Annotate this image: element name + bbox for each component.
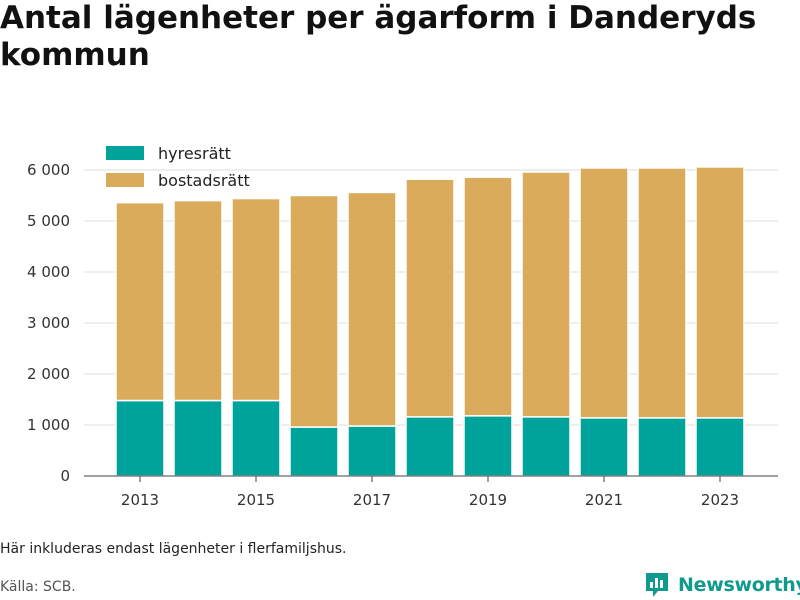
source-note: Källa: SCB. — [0, 579, 76, 595]
legend-label-hyresratt: hyresrätt — [158, 144, 231, 163]
bar-bostadsratt-2021 — [579, 167, 629, 419]
bar-hyresratt-2022 — [637, 417, 687, 477]
bar-bostadsratt-2019 — [463, 176, 513, 417]
x-tick-label: 2013 — [121, 491, 159, 509]
x-tick-label: 2015 — [237, 491, 275, 509]
legend-swatch-bostadsratt — [106, 173, 144, 187]
newsworthy-icon — [646, 573, 668, 597]
y-tick-label: 2 000 — [27, 365, 70, 383]
bar-hyresratt-2020 — [521, 416, 571, 477]
bars — [115, 166, 745, 477]
bar-hyresratt-2016 — [289, 426, 339, 477]
legend-label-bostadsratt: bostadsrätt — [158, 171, 250, 190]
y-tick-label: 0 — [60, 467, 70, 485]
bar-hyresratt-2017 — [347, 425, 397, 477]
y-tick-label: 4 000 — [27, 263, 70, 281]
newsworthy-logo: Newsworthy — [644, 570, 800, 600]
stacked-bar-chart: 0 1 000 2 000 3 000 4 000 5 000 6 000 2013 2015 2… — [27, 144, 778, 509]
chart-title: Antal lägenheter per ägarform i Danderyd… — [0, 0, 757, 73]
legend: hyresrätt bostadsrätt — [106, 144, 250, 190]
bar-hyresratt-2021 — [579, 417, 629, 477]
bar-bostadsratt-2022 — [637, 167, 687, 419]
bar-bostadsratt-2016 — [289, 194, 339, 428]
bar-bostadsratt-2015 — [231, 197, 281, 402]
bar-hyresratt-2023 — [695, 417, 745, 477]
x-tick-label: 2023 — [701, 491, 739, 509]
axes: 0 1 000 2 000 3 000 4 000 5 000 6 000 2013 2015 2… — [27, 161, 778, 509]
y-tick-label: 5 000 — [27, 212, 70, 230]
bar-bostadsratt-2014 — [173, 199, 223, 402]
bar-bostadsratt-2020 — [521, 171, 571, 418]
bar-bostadsratt-2023 — [695, 166, 745, 419]
bar-hyresratt-2015 — [231, 399, 281, 477]
bar-hyresratt-2019 — [463, 415, 513, 477]
bar-hyresratt-2014 — [173, 399, 223, 477]
y-tick-label: 1 000 — [27, 416, 70, 434]
y-tick-label: 6 000 — [27, 161, 70, 179]
y-tick-label: 3 000 — [27, 314, 70, 332]
x-tick-label: 2019 — [469, 491, 507, 509]
bar-bostadsratt-2013 — [115, 201, 165, 402]
brand-name: Newsworthy — [678, 574, 800, 596]
bar-bostadsratt-2018 — [405, 178, 455, 418]
bar-hyresratt-2013 — [115, 399, 165, 477]
bar-bostadsratt-2017 — [347, 191, 397, 427]
footnote: Här inkluderas endast lägenheter i flerf… — [0, 541, 347, 557]
x-tick-label: 2017 — [353, 491, 391, 509]
x-tick-label: 2021 — [585, 491, 623, 509]
legend-swatch-hyresratt — [106, 146, 144, 160]
bar-hyresratt-2018 — [405, 416, 455, 477]
